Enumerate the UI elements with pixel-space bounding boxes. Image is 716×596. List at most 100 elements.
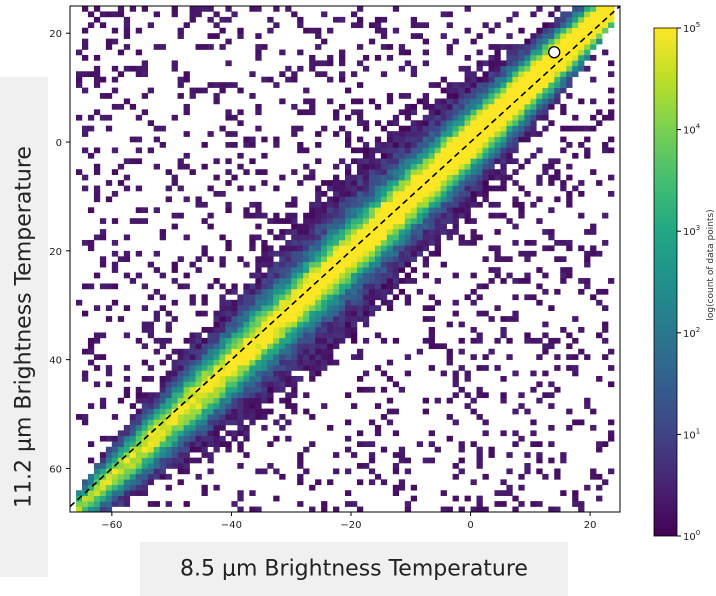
heatmap-cell [189,375,196,382]
heatmap-cell [303,278,310,284]
heatmap-cell [81,484,89,491]
heatmap-cell [339,190,346,197]
heatmap-cell [225,332,232,339]
heatmap-cell [183,354,190,360]
heatmap-cell [434,201,441,208]
heatmap-cell [243,408,250,415]
heatmap-cell [303,147,310,154]
heatmap-cell [225,316,232,322]
heatmap-cell [135,430,143,437]
heatmap-cell [368,267,376,273]
heatmap-cell [548,93,555,99]
heatmap-cell [362,386,370,393]
heatmap-cell [255,288,262,295]
heatmap-cell [345,196,352,203]
heatmap-cell [410,218,418,224]
heatmap-cell [99,11,107,18]
heatmap-cell [392,430,400,437]
heatmap-cell [243,381,250,388]
heatmap-cell [356,82,364,88]
heatmap-cell [249,397,256,404]
heatmap-cell [141,424,149,431]
heatmap-cell [225,180,232,186]
heatmap-cell [560,38,567,45]
heatmap-cell [93,365,101,371]
heatmap-cell [506,114,513,121]
heatmap-cell [231,501,238,507]
heatmap-cell [452,180,459,186]
heatmap-cell [303,250,310,257]
heatmap-cell [530,49,537,56]
heatmap-cell [147,397,154,404]
heatmap-cell [458,207,465,214]
heatmap-cell [440,109,447,116]
heatmap-cell [494,229,501,235]
heatmap-cell [392,294,400,301]
heatmap-cell [368,38,376,45]
heatmap-cell [446,44,453,50]
heatmap-cell [231,114,238,121]
heatmap-cell [231,283,238,290]
heatmap-cell [177,93,184,99]
heatmap-cell [141,441,149,448]
heatmap-cell [261,245,268,252]
heatmap-cell [273,288,280,295]
heatmap-cell [608,136,615,143]
heatmap-cell [159,473,166,480]
heatmap-cell [584,11,591,18]
heatmap-cell [279,310,286,317]
heatmap-cell [398,245,406,252]
heatmap-cell [345,136,352,143]
heatmap-cell [195,256,202,263]
heatmap-cell [464,114,471,121]
heatmap-cell [189,332,196,339]
heatmap-cell [518,473,525,480]
heatmap-cell [165,386,172,393]
heatmap-cell [410,158,418,165]
heatmap-cell [380,152,388,159]
heatmap-cell [141,359,149,366]
heatmap-cell [297,332,304,339]
y-axis-label-box [0,77,48,577]
heatmap-cell [231,343,238,350]
heatmap-cell [189,348,196,355]
heatmap-cell [500,430,507,437]
heatmap-cell [368,256,376,263]
heatmap-cell [333,468,340,475]
heatmap-cell [422,60,429,67]
heatmap-cell [356,98,364,105]
heatmap-cell [470,147,477,154]
heatmap-cell [482,136,489,143]
heatmap-cell [554,38,561,45]
heatmap-cell [195,435,202,442]
heatmap-cell [213,348,220,355]
heatmap-cell [153,125,160,132]
heatmap-cell [267,327,274,333]
heatmap-cell [327,343,334,350]
heatmap-cell [548,392,555,399]
heatmap-cell [452,38,459,45]
heatmap-cell [111,250,119,257]
heatmap-cell [285,229,292,235]
heatmap-cell [596,38,603,45]
heatmap-cell [345,468,352,475]
heatmap-cell [494,250,501,257]
heatmap-cell [386,180,394,186]
heatmap-cell [159,44,166,50]
heatmap-cell [321,190,328,197]
heatmap-cell [273,375,280,382]
heatmap-cell [249,386,256,393]
heatmap-cell [267,310,274,317]
heatmap-cell [524,294,531,301]
heatmap-cell [141,321,149,328]
heatmap-cell [261,299,268,306]
heatmap-cell [542,54,549,61]
heatmap-cell [512,11,519,18]
heatmap-cell [297,327,304,333]
heatmap-cell [368,212,376,219]
heatmap-cell [464,93,471,99]
heatmap-cell [368,283,376,290]
heatmap-cell [231,142,238,148]
heatmap-cell [93,484,101,491]
heatmap-cell [255,316,262,322]
